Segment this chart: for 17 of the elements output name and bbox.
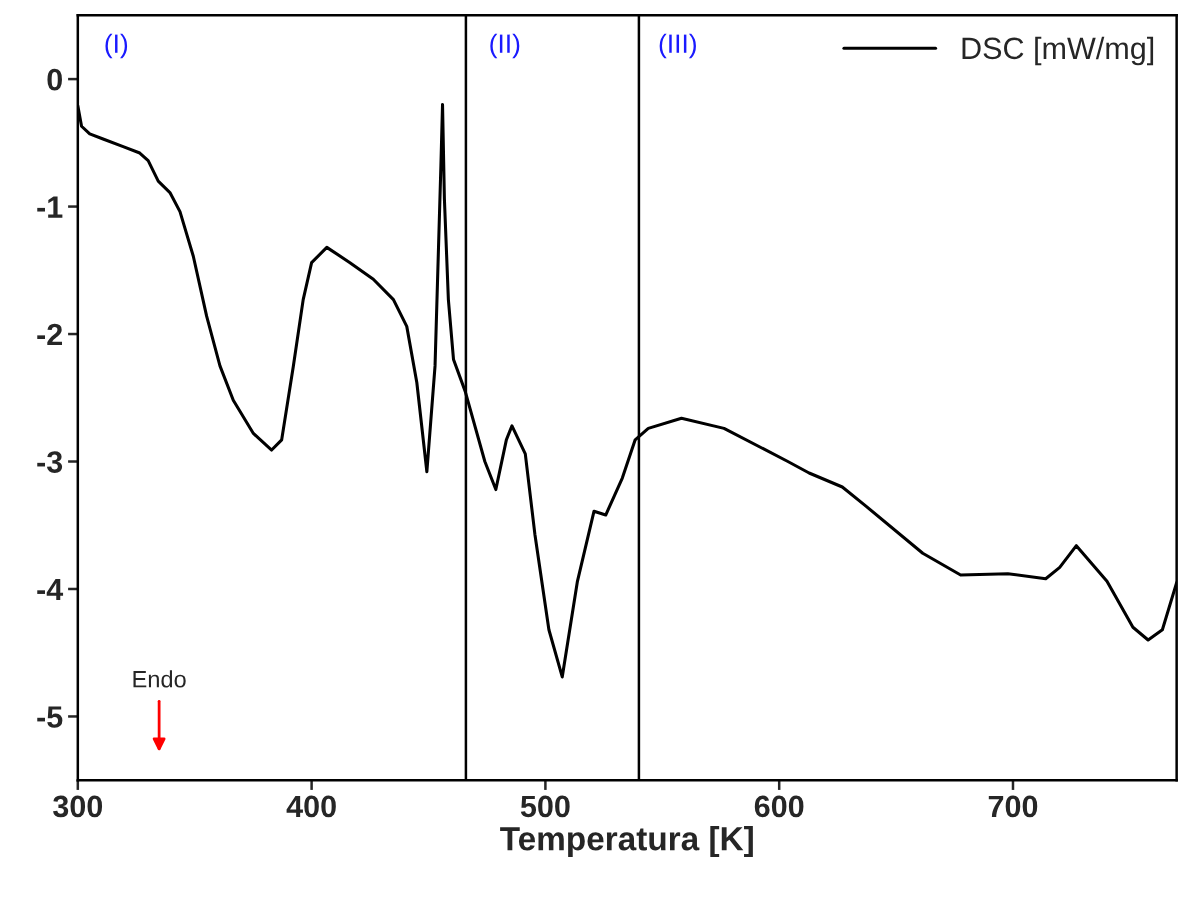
y-tick-label: 0 bbox=[47, 68, 62, 91]
legend-label: DSC [mW/mg] bbox=[962, 36, 1154, 66]
y-tick-label: -5 bbox=[37, 706, 63, 728]
y-tick-label: -4 bbox=[37, 579, 64, 601]
x-axis-title: Temperatura [K] bbox=[500, 826, 753, 858]
x-tick-label: 300 bbox=[53, 795, 103, 818]
x-tick-label: 400 bbox=[286, 795, 336, 818]
annotation: (I) bbox=[105, 33, 128, 59]
annotation: Endo bbox=[133, 670, 186, 688]
x-tick-label: 700 bbox=[988, 795, 1038, 818]
y-tick-label: -1 bbox=[37, 196, 63, 218]
ref-line-label: (II) bbox=[490, 33, 520, 59]
y-tick-label: -3 bbox=[37, 451, 63, 473]
x-tick-label: 500 bbox=[520, 795, 570, 818]
y-tick-label: -2 bbox=[37, 323, 63, 346]
x-tick-label: 600 bbox=[754, 795, 804, 818]
ref-line-label: (III) bbox=[659, 33, 696, 59]
